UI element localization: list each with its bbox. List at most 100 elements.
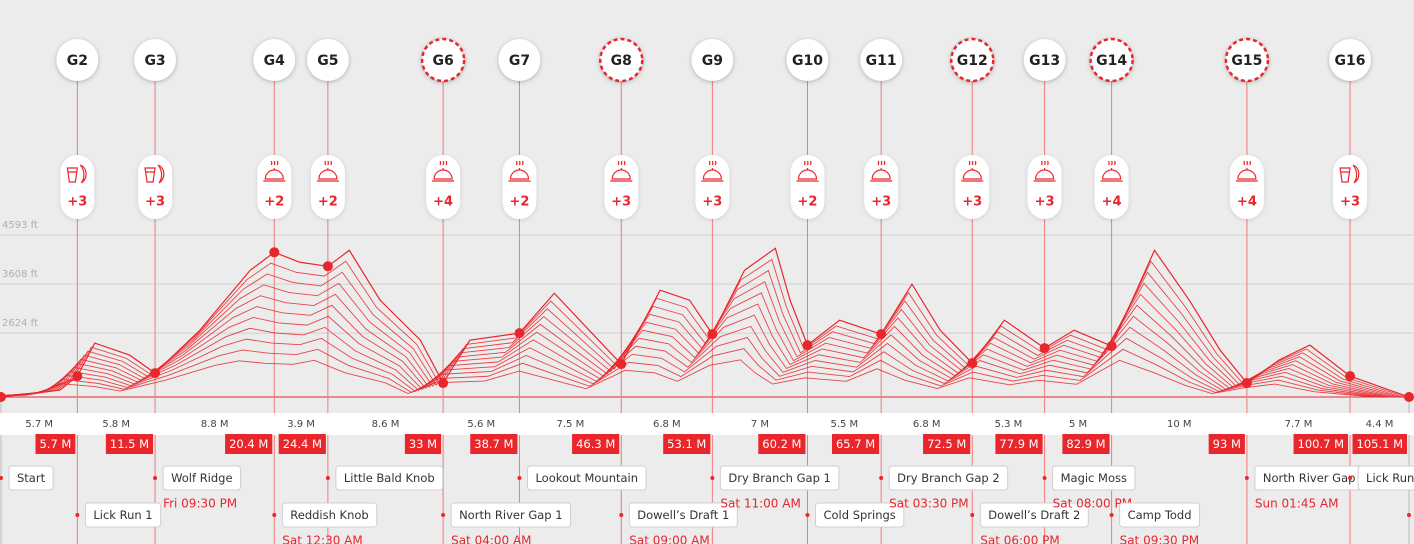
elevation-dot — [616, 359, 627, 370]
gate-label: G4 — [264, 53, 285, 69]
station-box — [526, 465, 647, 491]
station-name: Lick Run 2 — [1366, 471, 1414, 485]
gate-circle — [134, 39, 177, 81]
cloche — [870, 168, 893, 182]
mile-label: 82.9 M — [1066, 437, 1105, 451]
segment-label: 5.3 M — [995, 419, 1023, 430]
elevation-dot — [514, 328, 525, 339]
bonus-label: +3 — [611, 195, 631, 210]
station-time: Sat 12:30 AM — [282, 534, 362, 544]
station-box — [888, 465, 1009, 491]
mile-box — [404, 434, 442, 454]
elevation-profile — [0, 247, 1410, 398]
station-box — [335, 465, 444, 491]
bonus-label: +3 — [145, 195, 165, 210]
station-dot — [517, 476, 522, 480]
food-icon — [961, 160, 984, 182]
bonus-label: +2 — [509, 195, 529, 210]
mile-label: 93 M — [1213, 437, 1241, 451]
gate-circle — [1329, 39, 1372, 81]
drink-icon — [1339, 164, 1360, 184]
elevation-dot — [967, 358, 978, 369]
food-icon — [1100, 160, 1123, 182]
mile-label: 65.7 M — [836, 437, 875, 451]
mile-label: 72.5 M — [927, 437, 966, 451]
cloche — [701, 168, 724, 182]
mile-label: 20.4 M — [229, 437, 268, 451]
steam — [968, 160, 977, 166]
bonus-label: +2 — [798, 195, 818, 210]
food-icon — [316, 160, 339, 182]
banana — [157, 164, 165, 184]
elevation-dot — [1345, 371, 1356, 382]
elevation-dot — [322, 261, 333, 272]
y-tick-label: 3608 ft — [2, 269, 38, 280]
bonus-label: +3 — [1340, 195, 1360, 210]
station-box — [84, 502, 162, 528]
gate-circle — [253, 39, 296, 81]
elevation-dot — [0, 392, 6, 402]
gate-label: G15 — [1231, 53, 1262, 69]
gate-circle — [786, 39, 829, 81]
gate-label: G11 — [866, 53, 897, 69]
segment-label: 8.8 M — [201, 419, 229, 430]
station-dot — [325, 476, 330, 480]
mile-label: 11.5 M — [110, 437, 149, 451]
drink-icon — [66, 164, 87, 184]
cloche — [316, 168, 339, 182]
mile-box — [663, 434, 711, 454]
station-name: Camp Todd — [1128, 508, 1192, 522]
gate-label: G13 — [1029, 53, 1060, 69]
badge — [955, 155, 990, 219]
ridge-layer — [0, 325, 1385, 398]
mile-box — [470, 434, 518, 454]
food-icon — [1235, 160, 1258, 182]
station-dot — [153, 476, 158, 480]
station-time: Fri 09:30 PM — [163, 497, 237, 511]
segment-label: 8.6 M — [372, 419, 400, 430]
station-name: Dry Branch Gap 2 — [897, 471, 1000, 485]
steam — [803, 160, 812, 166]
station-name: Lookout Mountain — [535, 471, 638, 485]
ridge-layer — [0, 348, 1378, 398]
station-name: Dowell’s Draft 2 — [988, 508, 1080, 522]
gate-label: G14 — [1096, 53, 1127, 69]
station-dot — [970, 513, 975, 517]
station-time: Sat 03:30 PM — [889, 497, 968, 511]
station-name: Cold Springs — [823, 508, 895, 522]
segment-label: 6.8 M — [653, 419, 681, 430]
cloche — [263, 168, 286, 182]
bonus-label: +2 — [264, 195, 284, 210]
badge — [502, 155, 537, 219]
station-dot — [710, 476, 715, 480]
station-name: Wolf Ridge — [171, 471, 233, 485]
station-name: Dowell’s Draft 1 — [637, 508, 729, 522]
bonus-label: +4 — [1102, 195, 1122, 210]
station-time: Sat 11:00 AM — [720, 497, 800, 511]
mile-box — [572, 434, 620, 454]
station-box — [450, 502, 572, 528]
ridge-layer — [0, 258, 1406, 398]
bonus-label: +4 — [1237, 195, 1257, 210]
elevation-line — [0, 247, 1410, 398]
station-name: Little Bald Knob — [344, 471, 435, 485]
elevation-dot — [707, 329, 718, 340]
station-box — [281, 502, 378, 528]
gate-label: G5 — [317, 53, 338, 69]
segment-band — [0, 413, 1414, 435]
cloche — [796, 168, 819, 182]
mile-box — [1352, 434, 1407, 454]
mile-label: 60.2 M — [762, 437, 801, 451]
food-icon — [432, 160, 455, 182]
station-name: Magic Moss — [1061, 471, 1127, 485]
elevation-dot — [1106, 341, 1117, 352]
food-icon — [610, 160, 633, 182]
station-dot — [1042, 476, 1047, 480]
segment-label: 5.5 M — [830, 419, 858, 430]
mile-label: 24.4 M — [283, 437, 322, 451]
gate-label: G7 — [509, 53, 530, 69]
banana — [79, 164, 87, 184]
badge — [310, 155, 345, 219]
station-box — [979, 502, 1089, 528]
